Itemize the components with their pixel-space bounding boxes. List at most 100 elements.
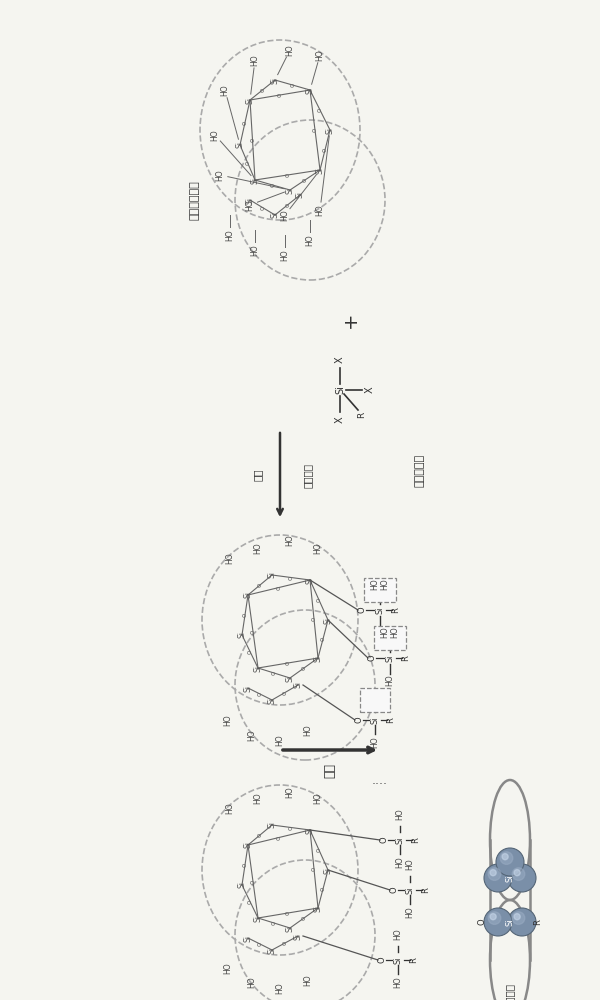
Text: Si: Si [268,822,277,828]
Text: Si: Si [325,126,335,133]
Text: Si: Si [271,212,280,219]
Text: HO: HO [211,129,220,141]
Text: Si: Si [244,934,253,942]
Circle shape [484,864,512,892]
Text: Si: Si [406,886,415,894]
Text: +: + [341,312,359,328]
Text: o: o [322,148,328,152]
Text: Si: Si [245,196,254,204]
Text: R: R [401,655,410,661]
Text: o: o [257,942,263,946]
Text: Si: Si [394,956,403,964]
Text: Si: Si [293,682,302,688]
Text: HO: HO [248,976,257,988]
Text: X: X [335,357,345,363]
Text: Si: Si [235,141,245,148]
Circle shape [490,870,496,876]
Text: Si: Si [271,77,280,84]
Text: o: o [257,583,263,587]
Text: HO: HO [406,858,415,870]
Text: HO: HO [275,982,284,994]
Text: o: o [290,83,296,87]
Text: o: o [245,160,251,165]
Text: Si: Si [305,576,314,584]
Text: Si: Si [268,572,277,578]
Text: 酸性条件: 酸性条件 [303,462,313,488]
Text: Si: Si [505,918,515,926]
Text: HO: HO [221,84,229,96]
Text: HO: HO [386,674,395,686]
Text: HO: HO [275,734,284,746]
Text: o: o [311,617,317,621]
Text: R: R [421,887,431,893]
Circle shape [512,868,525,880]
Text: o: o [276,835,282,840]
Text: HO: HO [395,808,404,820]
Text: HO: HO [215,169,224,181]
Text: o: o [250,138,256,142]
Text: Si: Si [286,186,295,194]
Text: 二氧化硅微粒: 二氧化硅微粒 [190,180,200,220]
Text: HO: HO [281,209,290,221]
Text: Si: Si [254,664,263,672]
Text: o: o [250,629,256,634]
FancyBboxPatch shape [364,578,396,602]
Text: o: o [282,941,288,945]
Text: HO: HO [226,552,235,564]
Text: o: o [269,183,275,187]
Text: HO: HO [314,792,323,804]
Text: o: o [285,911,291,915]
Text: Si: Si [395,836,404,844]
Text: o: o [242,613,248,617]
Text: HO: HO [304,724,313,736]
Text: 溶剂: 溶剂 [253,469,263,481]
Circle shape [484,908,512,936]
Text: o: o [285,661,291,665]
Text: HO: HO [314,542,323,554]
Text: X: X [335,417,345,423]
Text: HO: HO [286,534,295,546]
Text: ....: .... [372,774,388,786]
Text: o: o [250,879,256,884]
Text: O: O [478,919,487,925]
Text: o: o [311,867,317,871]
Text: Si: Si [245,97,254,104]
Circle shape [496,848,524,876]
Text: 改性载体前驱物（简示图）: 改性载体前驱物（简示图） [505,982,515,1000]
Text: Si: Si [296,192,305,198]
Text: R: R [358,412,367,418]
Text: X: X [365,387,375,393]
Text: o: o [288,825,294,830]
Text: R: R [409,957,419,963]
Text: HO: HO [286,786,295,798]
Text: HO: HO [223,714,233,726]
Text: R: R [533,919,542,925]
Text: O: O [377,957,386,963]
Text: 缩合: 缩合 [323,762,337,778]
Text: HO: HO [406,906,415,918]
Text: HO: HO [304,974,313,986]
Text: ....: .... [287,994,303,1000]
Text: o: o [284,173,290,177]
Circle shape [514,914,520,920]
Text: HO: HO [394,976,403,988]
Text: o: o [257,692,263,696]
Text: Si: Si [386,654,395,662]
Text: o: o [288,575,294,580]
Text: o: o [284,203,290,207]
Text: Si: Si [244,684,253,692]
Text: ....: .... [392,994,408,1000]
Text: Si: Si [505,874,515,882]
Circle shape [502,854,508,860]
Text: Si: Si [286,674,295,682]
Text: o: o [242,120,248,125]
Text: o: o [312,128,318,132]
Text: o: o [276,585,282,590]
Text: O: O [355,717,364,723]
Circle shape [500,852,513,864]
Text: HO: HO [286,44,295,56]
Circle shape [488,912,501,924]
Text: o: o [271,921,277,925]
Text: HO: HO [245,199,254,211]
Text: o: o [302,178,308,182]
